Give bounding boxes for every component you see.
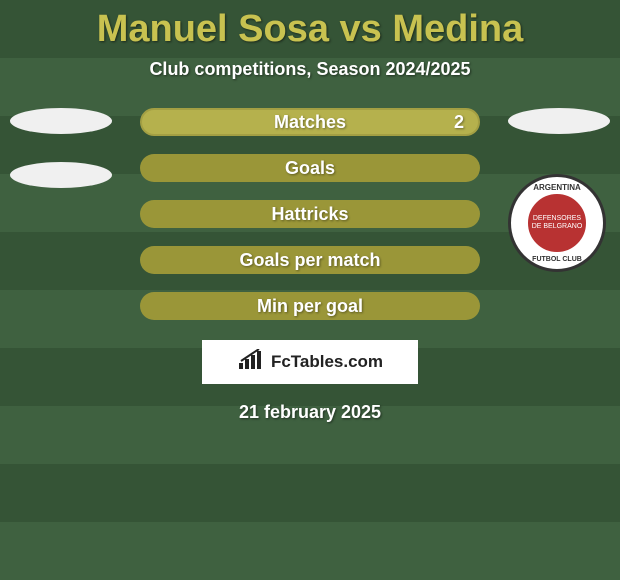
stat-bars: Matches 2 Goals Hattricks Goals per matc… xyxy=(140,108,480,320)
stat-value-right: 2 xyxy=(454,112,464,133)
left-player-shapes xyxy=(10,108,112,216)
content-container: Manuel Sosa vs Medina Club competitions,… xyxy=(0,0,620,580)
stat-bar-goals-per-match: Goals per match xyxy=(140,246,480,274)
badge-bottom-text: FUTBOL CLUB xyxy=(532,256,582,263)
stat-label: Matches xyxy=(274,112,346,133)
stat-bar-matches: Matches 2 xyxy=(140,108,480,136)
stat-label: Min per goal xyxy=(257,296,363,317)
footer-brand-box: FcTables.com xyxy=(202,340,418,384)
club-badge: ARGENTINA DEFENSORES DE BELGRANO FUTBOL … xyxy=(508,174,606,272)
footer-brand-text: FcTables.com xyxy=(271,352,383,372)
stat-bar-hattricks: Hattricks xyxy=(140,200,480,228)
stat-label: Goals xyxy=(285,158,335,179)
badge-top-text: ARGENTINA xyxy=(533,183,581,192)
stat-bar-goals: Goals xyxy=(140,154,480,182)
subtitle: Club competitions, Season 2024/2025 xyxy=(149,59,470,80)
right-ellipse-1 xyxy=(508,108,610,134)
stat-label: Hattricks xyxy=(271,204,348,225)
stat-bar-min-per-goal: Min per goal xyxy=(140,292,480,320)
right-player-shapes: ARGENTINA DEFENSORES DE BELGRANO FUTBOL … xyxy=(508,108,610,272)
chart-icon xyxy=(237,349,265,376)
stat-label: Goals per match xyxy=(239,250,380,271)
badge-inner: DEFENSORES DE BELGRANO xyxy=(526,192,588,254)
left-ellipse-1 xyxy=(10,108,112,134)
left-ellipse-2 xyxy=(10,162,112,188)
page-title: Manuel Sosa vs Medina xyxy=(97,8,524,51)
comparison-area: ARGENTINA DEFENSORES DE BELGRANO FUTBOL … xyxy=(0,108,620,423)
date-text: 21 february 2025 xyxy=(239,402,381,423)
